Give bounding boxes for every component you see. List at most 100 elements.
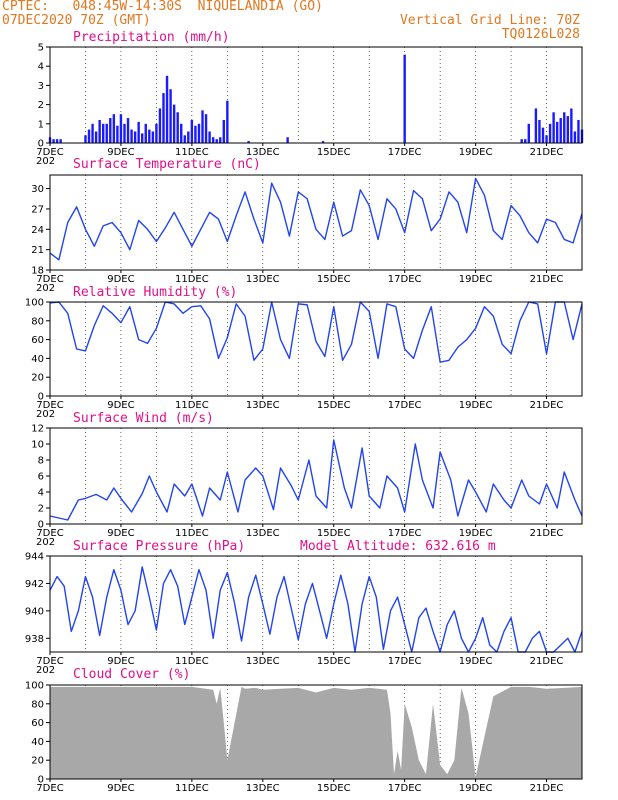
precip-bar [126,118,130,143]
x-tick-label: 17DEC [388,147,422,158]
precip-bar [52,139,55,143]
x-tick-label: 15DEC [317,147,351,158]
x-year-label: 202 [36,665,55,676]
panel-frame [49,684,583,780]
precip-bar [183,135,186,143]
header-datetime: 07DEC2020 70Z (GMT) [2,13,151,28]
x-tick-label: 17DEC [388,400,422,411]
x-tick-label: 11DEC [175,656,209,667]
panel-title: Surface Wind (m/s) [73,411,214,426]
precip-bar [208,131,211,143]
precip-bar [563,112,566,143]
precip-bar [165,75,169,143]
x-tick-label: 17DEC [388,656,422,667]
precip-bar [98,119,101,143]
x-tick-label: 9DEC [107,400,134,411]
panel-frame [49,174,583,271]
precip-bar [545,135,548,143]
y-tick-label: 60 [31,335,44,346]
precip-bar [94,131,98,143]
header-grid-line: Vertical Grid Line: 70Z [399,13,580,28]
y-tick-label: 942 [25,579,44,590]
series-line [49,566,583,653]
precip-bar [155,123,158,143]
y-tick-label: 100 [25,681,44,692]
y-tick-label: 1 [38,119,44,130]
y-tick-label: 40 [31,737,44,748]
precip-bar [180,123,183,143]
precip-bar [534,108,538,143]
x-tick-label: 21DEC [530,783,564,794]
x-tick-label: 11DEC [175,400,209,411]
y-tick-label: 80 [31,316,44,327]
precip-bar [524,139,527,143]
precip-bar [548,123,552,143]
precip-bar [116,125,119,143]
precip-bar [552,112,555,143]
x-tick-label: 9DEC [107,656,134,667]
x-tick-label: 7DEC [36,783,63,794]
y-tick-label: 30 [31,184,44,195]
precip-bar [151,131,155,143]
x-tick-label: 17DEC [388,274,422,285]
y-tick-label: 20 [31,373,44,384]
x-tick-label: 19DEC [459,400,493,411]
precip-bar [577,119,580,143]
precip-bar [247,141,250,143]
y-tick-label: 3 [38,81,44,92]
precip-bar [91,123,94,143]
y-tick-label: 20 [31,756,44,767]
precip-bar [133,131,137,143]
x-tick-label: 9DEC [107,274,134,285]
x-tick-label: 13DEC [246,147,280,158]
precip-bar [321,141,325,143]
y-tick-label: 2 [38,100,44,111]
x-tick-label: 13DEC [246,274,280,285]
panel-title: Cloud Cover (%) [73,667,190,682]
precip-bar [204,114,208,143]
precip-bar [286,137,289,143]
series-line [49,177,583,261]
x-tick-label: 21DEC [530,656,564,667]
x-tick-label: 7DEC [36,656,63,667]
precip-bar [555,121,559,143]
x-tick-label: 9DEC [107,528,134,539]
precip-bar [172,104,176,143]
x-tick-label: 19DEC [459,274,493,285]
y-tick-label: 80 [31,699,44,710]
precip-bar [520,139,523,143]
precip-bar [541,127,545,143]
y-tick-label: 6 [38,472,44,483]
x-tick-label: 15DEC [317,783,351,794]
x-tick-label: 21DEC [530,400,564,411]
panel-title: Surface Pressure (hPa) [73,539,245,554]
precip-bar [148,129,151,143]
x-tick-label: 15DEC [317,274,351,285]
y-tick-label: 940 [25,606,44,617]
precip-bar [211,137,215,143]
precip-bar [84,135,87,143]
x-tick-label: 7DEC [36,400,63,411]
precip-bar [215,139,218,143]
y-tick-label: 0 [38,775,44,786]
series-line [49,301,583,363]
precip-bar [403,54,406,143]
panel-title: Relative Humidity (%) [73,285,237,300]
x-tick-label: 11DEC [175,783,209,794]
y-tick-label: 18 [31,266,44,277]
precip-bar [201,110,204,143]
x-tick-label: 7DEC [36,274,63,285]
y-tick-label: 12 [31,424,44,435]
y-tick-label: 5 [38,43,44,54]
y-tick-label: 944 [25,552,44,563]
x-tick-label: 17DEC [388,528,422,539]
precip-bar [197,123,201,143]
x-tick-label: 19DEC [459,147,493,158]
precip-bar [190,119,194,143]
series-line [49,439,583,521]
header-run-id: TQ0126L028 [501,27,580,42]
panel-frame [49,46,583,144]
y-tick-label: 4 [38,488,44,499]
precip-bar [187,131,190,143]
y-tick-label: 4 [38,62,44,73]
